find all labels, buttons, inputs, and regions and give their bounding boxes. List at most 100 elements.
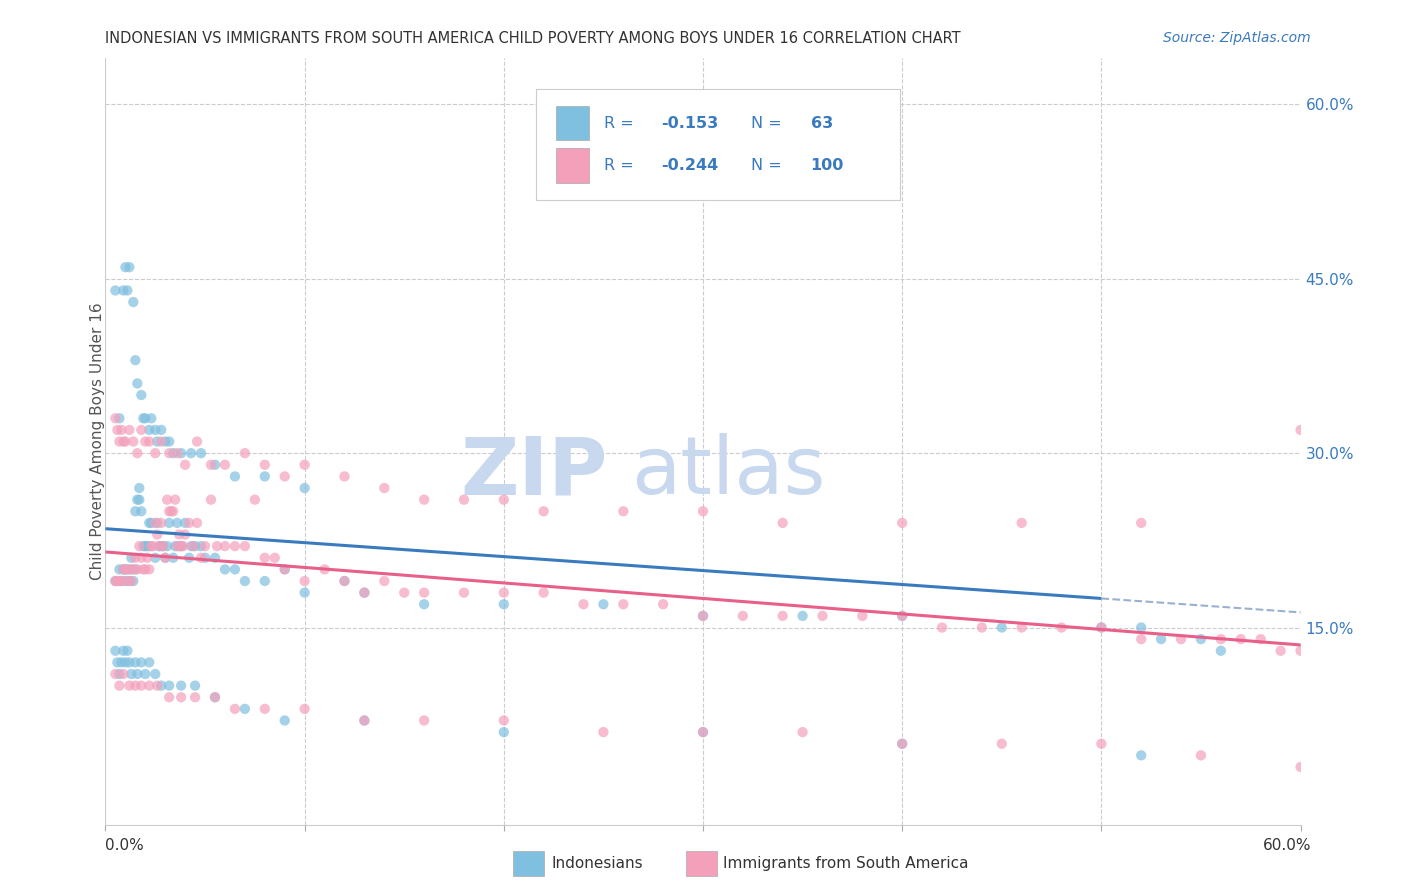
Point <box>174 516 197 530</box>
Point <box>165 492 187 507</box>
FancyBboxPatch shape <box>555 106 589 140</box>
Point <box>124 550 146 565</box>
Point <box>117 562 139 576</box>
Text: N =: N = <box>751 158 787 173</box>
Point <box>108 679 131 693</box>
Point <box>107 423 129 437</box>
Point <box>214 562 236 576</box>
Point <box>153 550 177 565</box>
Point <box>166 446 188 460</box>
FancyBboxPatch shape <box>555 148 589 183</box>
Text: 0.0%: 0.0% <box>105 838 145 853</box>
Point <box>134 562 156 576</box>
Point <box>181 539 204 553</box>
Point <box>127 492 149 507</box>
Point <box>263 550 285 565</box>
Point <box>1130 516 1153 530</box>
Point <box>157 446 180 460</box>
Point <box>127 562 149 576</box>
Point <box>314 562 336 576</box>
Point <box>533 585 555 599</box>
Point <box>190 550 212 565</box>
FancyBboxPatch shape <box>536 88 900 200</box>
Point <box>891 608 914 623</box>
Point <box>143 667 166 681</box>
Point <box>136 539 159 553</box>
Point <box>811 608 834 623</box>
Point <box>492 597 515 611</box>
Point <box>108 434 131 449</box>
Point <box>134 434 156 449</box>
Text: -0.153: -0.153 <box>661 116 718 131</box>
Point <box>166 539 188 553</box>
Point <box>166 516 188 530</box>
Point <box>122 574 145 588</box>
Point <box>108 562 131 576</box>
Point <box>143 423 166 437</box>
Point <box>150 539 173 553</box>
Point <box>134 411 156 425</box>
Point <box>129 656 153 670</box>
Point <box>118 562 141 576</box>
Point <box>1250 632 1272 647</box>
Point <box>891 516 914 530</box>
Point <box>141 411 163 425</box>
Point <box>772 608 794 623</box>
Point <box>128 539 150 553</box>
Point <box>204 550 226 565</box>
Point <box>970 620 993 634</box>
Text: Source: ZipAtlas.com: Source: ZipAtlas.com <box>1163 31 1310 45</box>
Point <box>353 585 375 599</box>
Point <box>114 434 136 449</box>
Point <box>190 539 212 553</box>
Point <box>204 690 226 705</box>
Point <box>224 469 246 483</box>
Point <box>172 539 194 553</box>
Point <box>373 574 395 588</box>
Point <box>200 492 222 507</box>
Point <box>112 562 135 576</box>
Point <box>1090 620 1112 634</box>
Point <box>294 458 316 472</box>
Point <box>114 562 136 576</box>
Point <box>204 458 226 472</box>
Point <box>533 504 555 518</box>
Point <box>120 562 142 576</box>
Point <box>792 725 814 739</box>
Y-axis label: Child Poverty Among Boys Under 16: Child Poverty Among Boys Under 16 <box>90 302 104 581</box>
Point <box>127 667 149 681</box>
Point <box>143 550 166 565</box>
Point <box>124 679 146 693</box>
Point <box>120 574 142 588</box>
Point <box>170 446 193 460</box>
Point <box>120 667 142 681</box>
Point <box>153 434 177 449</box>
Point <box>152 539 174 553</box>
Point <box>167 539 190 553</box>
Point <box>333 574 356 588</box>
Point <box>122 434 145 449</box>
Point <box>214 458 236 472</box>
Point <box>110 574 132 588</box>
Point <box>134 539 156 553</box>
Point <box>1011 620 1033 634</box>
Point <box>214 539 236 553</box>
Point <box>891 608 914 623</box>
Point <box>990 620 1012 634</box>
Point <box>1130 632 1153 647</box>
Point <box>136 550 159 565</box>
Text: Immigrants from South America: Immigrants from South America <box>723 856 969 871</box>
Point <box>129 679 153 693</box>
Point <box>692 608 714 623</box>
Point <box>146 527 169 541</box>
Point <box>134 667 156 681</box>
Point <box>129 388 153 402</box>
Point <box>1289 760 1312 774</box>
Point <box>392 585 416 599</box>
Point <box>233 539 256 553</box>
Point <box>143 446 166 460</box>
Point <box>413 585 436 599</box>
Point <box>233 446 256 460</box>
Point <box>141 539 163 553</box>
Point <box>592 725 614 739</box>
